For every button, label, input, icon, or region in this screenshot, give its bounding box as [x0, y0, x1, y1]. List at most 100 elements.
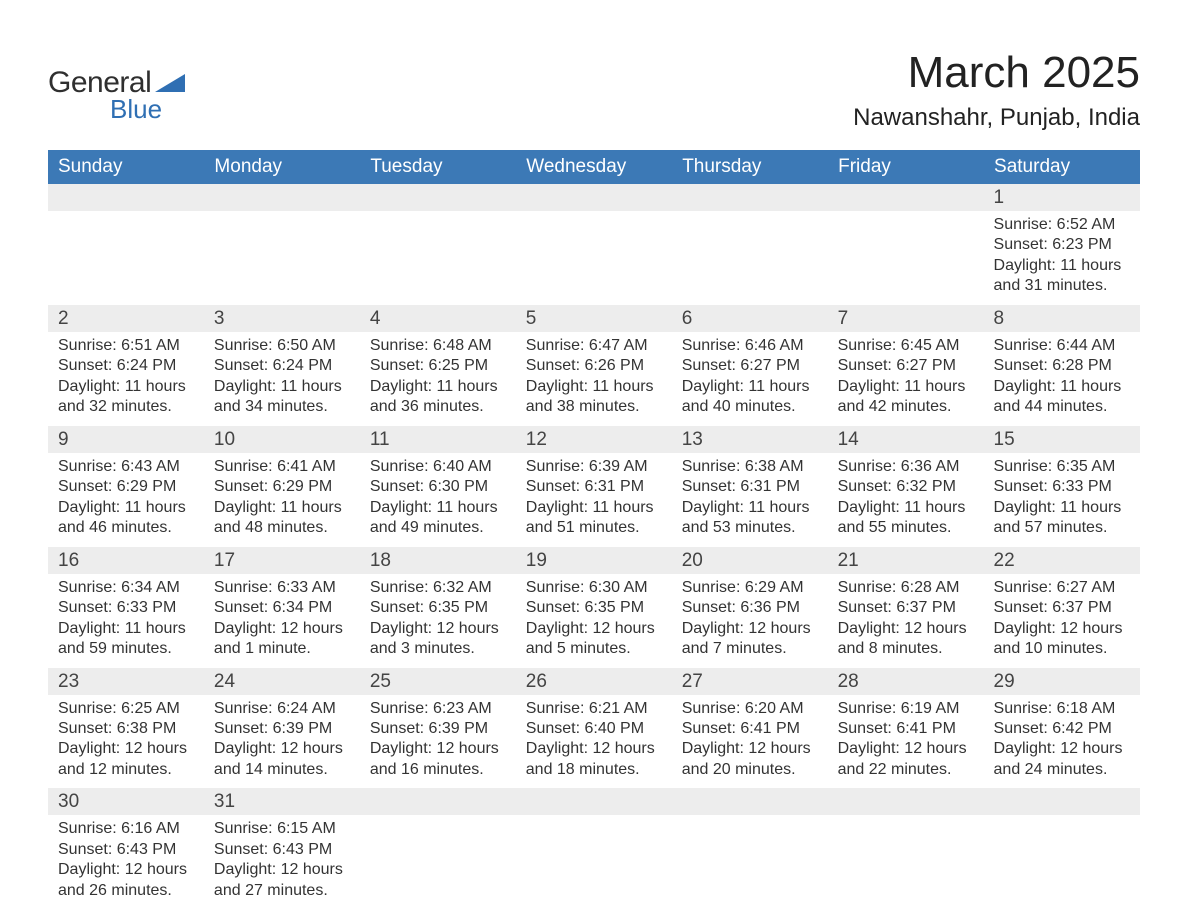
day-number-cell: [204, 184, 360, 211]
day-number-cell: 28: [828, 668, 984, 695]
sunrise-text: Sunrise: 6:28 AM: [838, 578, 974, 598]
daylight-text: Daylight: 12 hours and 12 minutes.: [58, 739, 194, 780]
day-number-cell: 2: [48, 305, 204, 332]
sunset-text: Sunset: 6:26 PM: [526, 356, 662, 376]
sunrise-text: Sunrise: 6:41 AM: [214, 457, 350, 477]
day-details: Sunrise: 6:18 AMSunset: 6:42 PMDaylight:…: [984, 695, 1140, 789]
day-detail-cell: Sunrise: 6:46 AMSunset: 6:27 PMDaylight:…: [672, 332, 828, 426]
day-detail-cell: Sunrise: 6:34 AMSunset: 6:33 PMDaylight:…: [48, 574, 204, 668]
day-number-cell: 13: [672, 426, 828, 453]
day-detail-cell: Sunrise: 6:27 AMSunset: 6:37 PMDaylight:…: [984, 574, 1140, 668]
sunset-text: Sunset: 6:41 PM: [682, 719, 818, 739]
day-number: 3: [204, 305, 360, 332]
day-detail-cell: Sunrise: 6:40 AMSunset: 6:30 PMDaylight:…: [360, 453, 516, 547]
week-daynum-row: 2345678: [48, 305, 1140, 332]
daylight-text: Daylight: 11 hours and 40 minutes.: [682, 377, 818, 418]
day-details: Sunrise: 6:51 AMSunset: 6:24 PMDaylight:…: [48, 332, 204, 426]
day-details: Sunrise: 6:24 AMSunset: 6:39 PMDaylight:…: [204, 695, 360, 789]
daylight-text: Daylight: 12 hours and 10 minutes.: [994, 619, 1130, 660]
day-detail-cell: Sunrise: 6:25 AMSunset: 6:38 PMDaylight:…: [48, 695, 204, 789]
day-number-cell: 22: [984, 547, 1140, 574]
day-number: 19: [516, 547, 672, 574]
day-detail-cell: Sunrise: 6:33 AMSunset: 6:34 PMDaylight:…: [204, 574, 360, 668]
day-detail-cell: Sunrise: 6:24 AMSunset: 6:39 PMDaylight:…: [204, 695, 360, 789]
sunset-text: Sunset: 6:31 PM: [526, 477, 662, 497]
day-number-cell: 8: [984, 305, 1140, 332]
sunset-text: Sunset: 6:29 PM: [58, 477, 194, 497]
daylight-text: Daylight: 11 hours and 36 minutes.: [370, 377, 506, 418]
day-details: Sunrise: 6:47 AMSunset: 6:26 PMDaylight:…: [516, 332, 672, 426]
day-number-cell: [672, 788, 828, 815]
weekday-header: Monday: [204, 150, 360, 184]
day-detail-cell: Sunrise: 6:47 AMSunset: 6:26 PMDaylight:…: [516, 332, 672, 426]
daylight-text: Daylight: 11 hours and 57 minutes.: [994, 498, 1130, 539]
sunset-text: Sunset: 6:24 PM: [58, 356, 194, 376]
sunset-text: Sunset: 6:34 PM: [214, 598, 350, 618]
day-number: 18: [360, 547, 516, 574]
logo: General Blue: [48, 66, 185, 125]
sunrise-text: Sunrise: 6:20 AM: [682, 699, 818, 719]
day-detail-cell: [360, 815, 516, 909]
sunrise-text: Sunrise: 6:16 AM: [58, 819, 194, 839]
day-details-empty: [360, 211, 516, 285]
day-details-empty: [828, 815, 984, 889]
day-details: Sunrise: 6:28 AMSunset: 6:37 PMDaylight:…: [828, 574, 984, 668]
day-detail-cell: Sunrise: 6:21 AMSunset: 6:40 PMDaylight:…: [516, 695, 672, 789]
day-detail-cell: Sunrise: 6:20 AMSunset: 6:41 PMDaylight:…: [672, 695, 828, 789]
day-number: 8: [984, 305, 1140, 332]
day-detail-cell: Sunrise: 6:43 AMSunset: 6:29 PMDaylight:…: [48, 453, 204, 547]
day-details: Sunrise: 6:32 AMSunset: 6:35 PMDaylight:…: [360, 574, 516, 668]
day-details-empty: [672, 815, 828, 889]
sunrise-text: Sunrise: 6:46 AM: [682, 336, 818, 356]
sunset-text: Sunset: 6:29 PM: [214, 477, 350, 497]
sunset-text: Sunset: 6:24 PM: [214, 356, 350, 376]
day-details: Sunrise: 6:23 AMSunset: 6:39 PMDaylight:…: [360, 695, 516, 789]
day-number-cell: 3: [204, 305, 360, 332]
day-number-cell: 12: [516, 426, 672, 453]
day-detail-cell: Sunrise: 6:48 AMSunset: 6:25 PMDaylight:…: [360, 332, 516, 426]
day-detail-cell: [828, 211, 984, 305]
day-number-cell: 15: [984, 426, 1140, 453]
sunset-text: Sunset: 6:28 PM: [994, 356, 1130, 376]
daylight-text: Daylight: 11 hours and 31 minutes.: [994, 256, 1130, 297]
day-number: 16: [48, 547, 204, 574]
daylight-text: Daylight: 11 hours and 38 minutes.: [526, 377, 662, 418]
daylight-text: Daylight: 12 hours and 1 minute.: [214, 619, 350, 660]
day-details: Sunrise: 6:33 AMSunset: 6:34 PMDaylight:…: [204, 574, 360, 668]
day-detail-cell: Sunrise: 6:23 AMSunset: 6:39 PMDaylight:…: [360, 695, 516, 789]
sunset-text: Sunset: 6:23 PM: [994, 235, 1130, 255]
day-details: Sunrise: 6:34 AMSunset: 6:33 PMDaylight:…: [48, 574, 204, 668]
day-number: 27: [672, 668, 828, 695]
daylight-text: Daylight: 11 hours and 44 minutes.: [994, 377, 1130, 418]
day-detail-cell: [672, 211, 828, 305]
day-number: 5: [516, 305, 672, 332]
day-details-empty: [204, 211, 360, 285]
daylight-text: Daylight: 12 hours and 7 minutes.: [682, 619, 818, 660]
logo-text-blue: Blue: [110, 94, 162, 125]
day-detail-cell: Sunrise: 6:44 AMSunset: 6:28 PMDaylight:…: [984, 332, 1140, 426]
sunrise-text: Sunrise: 6:15 AM: [214, 819, 350, 839]
day-details-empty: [48, 211, 204, 285]
sunrise-text: Sunrise: 6:30 AM: [526, 578, 662, 598]
day-detail-cell: Sunrise: 6:32 AMSunset: 6:35 PMDaylight:…: [360, 574, 516, 668]
day-number-empty: [984, 788, 1140, 815]
sunrise-text: Sunrise: 6:32 AM: [370, 578, 506, 598]
sunrise-text: Sunrise: 6:24 AM: [214, 699, 350, 719]
calendar-page: General Blue March 2025 Nawanshahr, Punj…: [0, 0, 1188, 909]
day-detail-cell: [516, 815, 672, 909]
sunrise-text: Sunrise: 6:36 AM: [838, 457, 974, 477]
calendar-header-row: Sunday Monday Tuesday Wednesday Thursday…: [48, 150, 1140, 184]
day-number: 14: [828, 426, 984, 453]
sunset-text: Sunset: 6:32 PM: [838, 477, 974, 497]
day-number-empty: [828, 184, 984, 211]
day-number: 30: [48, 788, 204, 815]
daylight-text: Daylight: 12 hours and 24 minutes.: [994, 739, 1130, 780]
day-number-cell: [672, 184, 828, 211]
day-number-empty: [360, 184, 516, 211]
day-details: Sunrise: 6:21 AMSunset: 6:40 PMDaylight:…: [516, 695, 672, 789]
day-details: Sunrise: 6:40 AMSunset: 6:30 PMDaylight:…: [360, 453, 516, 547]
sunset-text: Sunset: 6:33 PM: [58, 598, 194, 618]
day-detail-cell: [828, 815, 984, 909]
sunset-text: Sunset: 6:27 PM: [682, 356, 818, 376]
sunrise-text: Sunrise: 6:48 AM: [370, 336, 506, 356]
